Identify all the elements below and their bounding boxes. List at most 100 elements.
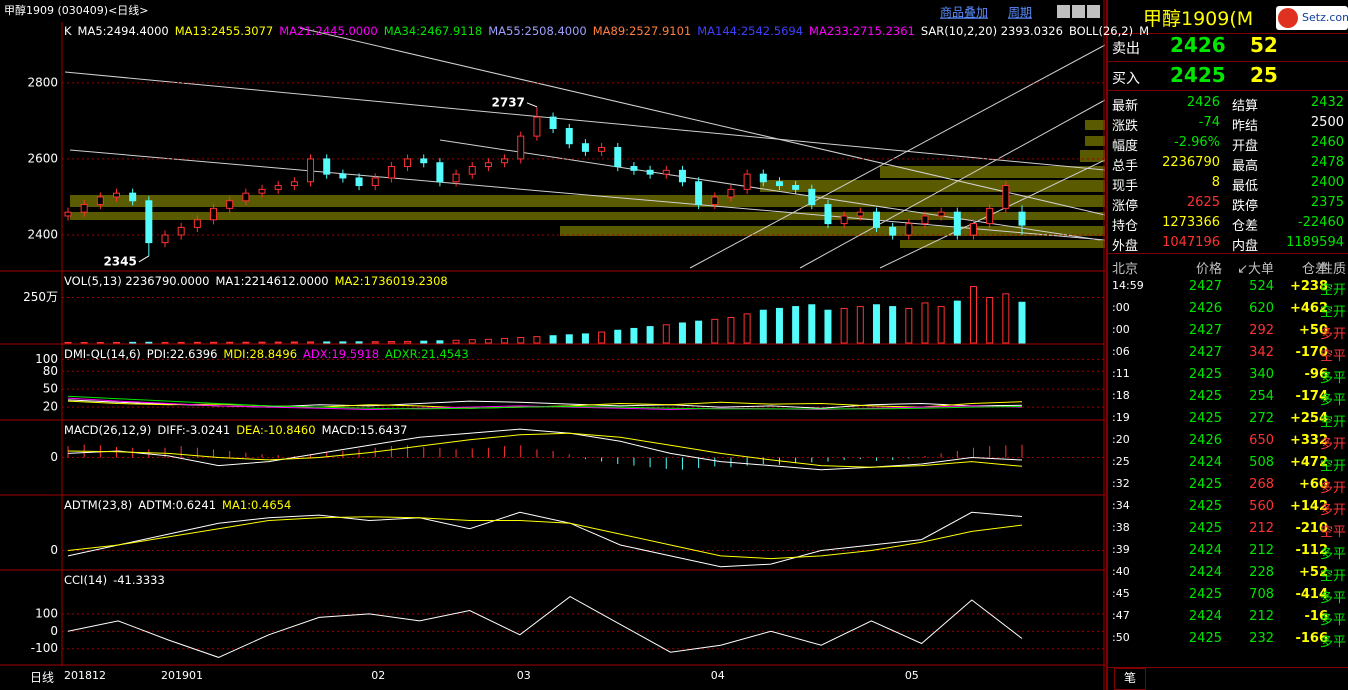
volume-bar xyxy=(808,304,816,344)
tick-cell: 2425 xyxy=(1188,631,1222,646)
x-tick-label: 03 xyxy=(517,669,531,682)
stat-label: 涨跌 xyxy=(1112,119,1139,134)
volume-bar xyxy=(113,341,121,344)
tick-row: :32 2425 268 +60 多开 xyxy=(1108,475,1348,496)
tick-cell: 空开 xyxy=(1319,305,1346,320)
volume-bar xyxy=(969,286,977,344)
candle-body xyxy=(695,181,703,206)
candle-body xyxy=(177,226,185,236)
candle-body xyxy=(549,116,557,130)
candle-body xyxy=(307,158,315,183)
tick-cell: 232 xyxy=(1249,631,1274,646)
legend-entry: MA55:2508.4000 xyxy=(488,24,587,38)
stat-value: 1189594 xyxy=(1286,235,1344,250)
tick-cell: 2424 xyxy=(1188,455,1222,470)
tick-cell: :11 xyxy=(1112,367,1130,380)
legend-entry: MA34:2467.9118 xyxy=(383,24,483,38)
nav-button[interactable] xyxy=(1087,5,1100,18)
overlay-button[interactable]: 商品叠加 xyxy=(940,5,988,20)
stat-value: 2426 xyxy=(1186,95,1220,110)
volume-bar xyxy=(727,317,735,344)
candle-body xyxy=(969,223,977,236)
period-button[interactable]: 周期 xyxy=(1008,6,1032,20)
stat-label: 涨停 xyxy=(1112,199,1139,214)
top-bar xyxy=(0,0,1105,21)
candle-body xyxy=(129,192,137,202)
y-tick-label: 2400 xyxy=(27,228,58,242)
legend-entry: DEA:-10.8460 xyxy=(236,423,316,437)
volume-bar xyxy=(889,306,897,344)
legend-entry: MA1:2214612.0000 xyxy=(215,274,329,288)
tick-cell: -210 xyxy=(1295,521,1328,536)
legend-entry: MA21:2445.0000 xyxy=(279,24,378,38)
volume-bar xyxy=(824,309,832,344)
trend-lines xyxy=(64,27,1105,269)
tick-row: :06 2427 342 -170 空平 xyxy=(1108,343,1348,364)
volume-bar xyxy=(937,306,945,344)
bid-label: 买入 xyxy=(1112,71,1140,87)
stat-value: 2432 xyxy=(1310,95,1344,110)
candle-body xyxy=(371,177,379,187)
candle-body xyxy=(193,219,201,228)
volume-bar xyxy=(533,336,541,344)
stat-label: 结算 xyxy=(1232,99,1259,114)
tick-cell: 2425 xyxy=(1188,587,1222,602)
stat-value: 2478 xyxy=(1310,155,1344,170)
tick-cell: -112 xyxy=(1295,543,1328,558)
tick-cell: 空开 xyxy=(1319,459,1346,474)
legend-entry: SAR(10,2,20) 2393.0326 xyxy=(920,24,1063,38)
candle-body xyxy=(387,166,395,179)
tick-cell: 524 xyxy=(1249,279,1274,294)
tick-cell: -96 xyxy=(1304,367,1329,382)
volume-bar xyxy=(872,304,880,344)
indicator-line xyxy=(67,428,1023,471)
tick-cell: :00 xyxy=(1112,323,1130,336)
column-header: 价格 xyxy=(1195,262,1222,277)
nav-button[interactable] xyxy=(1072,5,1085,18)
tick-cell: 340 xyxy=(1249,367,1274,382)
tick-cell: :32 xyxy=(1112,477,1130,490)
tick-row: :38 2425 212 -210 空平 xyxy=(1108,519,1348,540)
stat-value: 1047196 xyxy=(1162,235,1220,250)
volume-bar xyxy=(581,333,589,344)
candle-body xyxy=(598,147,606,152)
stat-value: 2375 xyxy=(1310,195,1344,210)
candle-body xyxy=(614,147,622,168)
tick-cell: +462 xyxy=(1289,301,1328,316)
nav-button[interactable] xyxy=(1057,5,1070,18)
candle-body xyxy=(565,128,573,145)
tick-row: :47 2424 212 -16 多平 xyxy=(1108,607,1348,628)
volume-bar xyxy=(792,306,800,344)
tick-cell: 560 xyxy=(1249,499,1274,514)
stat-label: 外盘 xyxy=(1112,239,1139,254)
column-header: 性质 xyxy=(1319,262,1346,277)
x-axis-label: 日线 xyxy=(30,671,54,685)
candle-body xyxy=(905,223,913,236)
tick-cell: 空开 xyxy=(1319,283,1346,298)
annotation-line xyxy=(138,255,150,263)
y-tick-label: 0 xyxy=(50,450,58,464)
tick-cell: +142 xyxy=(1289,499,1328,514)
x-tick-label: 04 xyxy=(711,669,725,682)
legend: MACD(26,12,9) DIFF:-3.0241 DEA:-10.8460 MAC… xyxy=(64,423,413,437)
candle-body xyxy=(727,188,735,198)
legend-entry: -41.3333 xyxy=(113,573,165,587)
candle-body xyxy=(339,173,347,179)
legend-entry: MA1:0.4654 xyxy=(222,498,292,512)
tab[interactable]: 笔 xyxy=(1114,668,1146,690)
stat-label: 开盘 xyxy=(1232,139,1259,154)
volume-bar xyxy=(598,331,606,344)
quote-title: 甲醇1909(M xyxy=(1143,8,1254,30)
tick-cell: 多开 xyxy=(1319,327,1346,342)
tick-cell: 空平 xyxy=(1319,525,1346,540)
stat-label: 内盘 xyxy=(1232,239,1259,254)
tick-cell: 212 xyxy=(1249,543,1274,558)
volume-bar xyxy=(614,329,622,344)
tick-cell: +332 xyxy=(1289,433,1328,448)
volume-bar xyxy=(355,341,363,344)
tick-cell: 650 xyxy=(1249,433,1274,448)
volume-bar xyxy=(517,337,525,344)
stats-row: 涨跌 -74 昨结 2500 xyxy=(1108,113,1348,134)
candle-body xyxy=(355,177,363,187)
candle-body xyxy=(517,135,525,160)
